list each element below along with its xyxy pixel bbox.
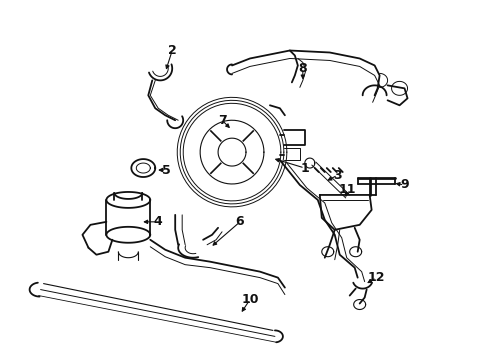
Text: 7: 7 [217, 114, 226, 127]
Text: 11: 11 [338, 184, 356, 197]
Text: 9: 9 [399, 179, 408, 192]
Text: 3: 3 [333, 168, 341, 181]
Text: 6: 6 [235, 215, 244, 228]
Text: 5: 5 [162, 163, 170, 176]
Text: 2: 2 [167, 44, 176, 57]
Text: 10: 10 [241, 293, 258, 306]
Text: 12: 12 [367, 271, 385, 284]
Text: 4: 4 [154, 215, 163, 228]
Text: 1: 1 [300, 162, 308, 175]
Text: 8: 8 [298, 62, 306, 75]
